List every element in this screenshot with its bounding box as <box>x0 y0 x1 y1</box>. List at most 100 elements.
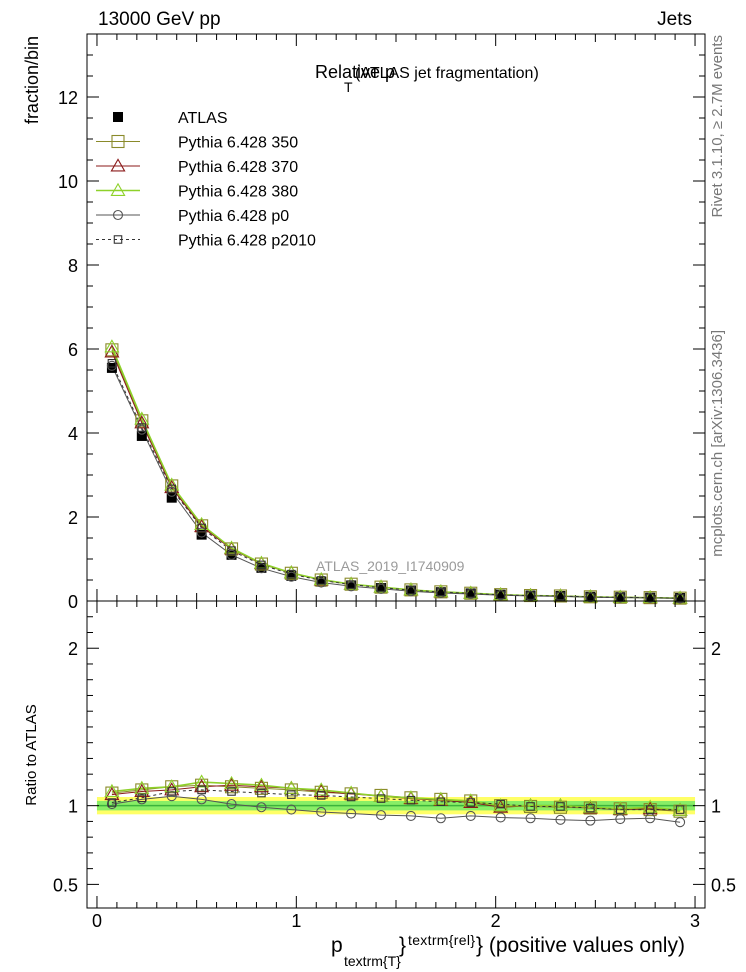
legend-label: Pythia 6.428 p2010 <box>178 233 316 250</box>
ratio-data-point <box>287 790 296 799</box>
ratio-series-line <box>111 781 681 812</box>
ratio-data-point <box>645 805 655 814</box>
ratio-data-point <box>436 797 446 807</box>
ratio-data-point <box>555 814 566 825</box>
ratio-data-point <box>585 815 596 826</box>
ratio-data-point <box>313 783 329 797</box>
plot-title-main: Relative p <box>315 62 395 82</box>
data-point <box>526 591 535 600</box>
data-point <box>346 581 357 592</box>
ratio-y-tick-label: 2 <box>68 639 78 659</box>
mcplots-label: mcplots.cern.ch [arXiv:1306.3436] <box>709 330 726 557</box>
ratio-data-point <box>104 783 120 797</box>
data-point <box>137 423 147 432</box>
legend-marker <box>112 209 124 221</box>
data-point <box>196 527 207 538</box>
analysis-label: ATLAS_2019_I1740909 <box>316 558 465 574</box>
ratio-data-point <box>495 812 506 823</box>
data-point <box>104 344 120 358</box>
data-point <box>675 593 686 604</box>
ratio-data-point <box>227 787 236 796</box>
ratio-data-point <box>343 785 359 799</box>
ratio-data-point <box>194 774 210 788</box>
ratio-data-point <box>316 791 326 800</box>
legend-marker <box>110 182 126 196</box>
data-point <box>136 424 147 435</box>
x-tick-label: 0 <box>92 911 102 931</box>
legend-marker <box>113 112 123 122</box>
data-point <box>287 569 296 579</box>
ratio-data-point <box>465 810 476 821</box>
main-ticks: 0 2 4 6 8 10 12 <box>58 34 705 612</box>
data-point <box>257 560 266 570</box>
ratio-data-point <box>524 799 538 814</box>
x-tick-label: 3 <box>690 911 700 931</box>
data-point <box>615 592 626 603</box>
x-tick-label: 2 <box>491 911 501 931</box>
legend-marker <box>111 134 125 149</box>
data-point <box>316 577 327 588</box>
ratio-data-point <box>136 794 147 805</box>
ratio-data-point <box>226 799 237 810</box>
main-y-tick-label: 12 <box>58 88 78 108</box>
data-point <box>496 590 505 600</box>
ratio-data-point <box>376 794 386 803</box>
ratio-data-point <box>346 792 356 802</box>
data-point <box>286 571 297 582</box>
x-tick-label: 1 <box>291 911 301 931</box>
ratio-data-point <box>406 795 416 805</box>
data-point <box>436 587 446 597</box>
data-point <box>106 362 117 373</box>
ratio-data-point <box>525 813 536 824</box>
ratio-data-point <box>314 785 328 799</box>
x-label-main: p <box>331 934 343 957</box>
legend-label: Pythia 6.428 350 <box>178 135 298 152</box>
ratio-data-point <box>196 794 207 805</box>
main-y-tick-label: 2 <box>68 508 78 528</box>
data-point <box>107 359 117 368</box>
data-point <box>106 360 117 371</box>
plot-title-sub: T <box>344 79 353 95</box>
ratio-data-point <box>466 798 476 807</box>
legend-marker <box>113 235 123 244</box>
ratio-data-point <box>616 805 625 814</box>
main-y-tick-label: 8 <box>68 256 78 276</box>
ratio-y-tick-label-right: 0.5 <box>711 875 736 895</box>
ratio-data-point <box>586 803 595 813</box>
ratio-data-point <box>137 793 147 803</box>
legend-label: ATLAS <box>178 110 228 127</box>
rivet-label: Rivet 3.1.10, ≥ 2.7M events <box>709 35 726 218</box>
data-point <box>675 593 685 603</box>
main-y-tick-label: 0 <box>68 592 78 612</box>
x-label-sup: textrm{rel} <box>408 932 475 948</box>
ratio-ticks: 0.5 0.5 1 1 2 2 0 1 2 3 <box>53 601 736 931</box>
ratio-y-tick-label: 1 <box>68 797 78 817</box>
ratio-series-markers <box>104 774 688 828</box>
data-point <box>226 549 237 560</box>
ratio-data-point <box>405 810 417 821</box>
header-right: Jets <box>657 9 692 30</box>
data-point <box>556 591 565 601</box>
data-point <box>166 486 177 497</box>
header-left: 13000 GeV pp <box>98 9 221 30</box>
legend-label: Pythia 6.428 p0 <box>178 208 289 225</box>
ratio-data-point <box>166 791 177 802</box>
data-point <box>197 523 206 533</box>
ratio-data-point <box>134 780 150 794</box>
data-point <box>135 414 149 428</box>
data-point <box>316 576 326 585</box>
ratio-data-point <box>283 780 299 794</box>
ratio-data-point <box>197 785 206 795</box>
legend-label: Pythia 6.428 380 <box>178 184 298 201</box>
ratio-data-point <box>346 808 357 819</box>
ratio-y-label: Ratio to ATLAS <box>23 704 40 805</box>
ratio-data-point <box>643 803 657 817</box>
data-point <box>256 563 267 574</box>
ratio-data-point <box>134 783 150 797</box>
main-y-tick-label: 6 <box>68 340 78 360</box>
ratio-band <box>96 797 696 815</box>
x-label-rest: } (positive values only) <box>476 934 685 957</box>
main-y-tick-label: 4 <box>68 424 78 444</box>
ratio-data-point <box>675 805 685 814</box>
